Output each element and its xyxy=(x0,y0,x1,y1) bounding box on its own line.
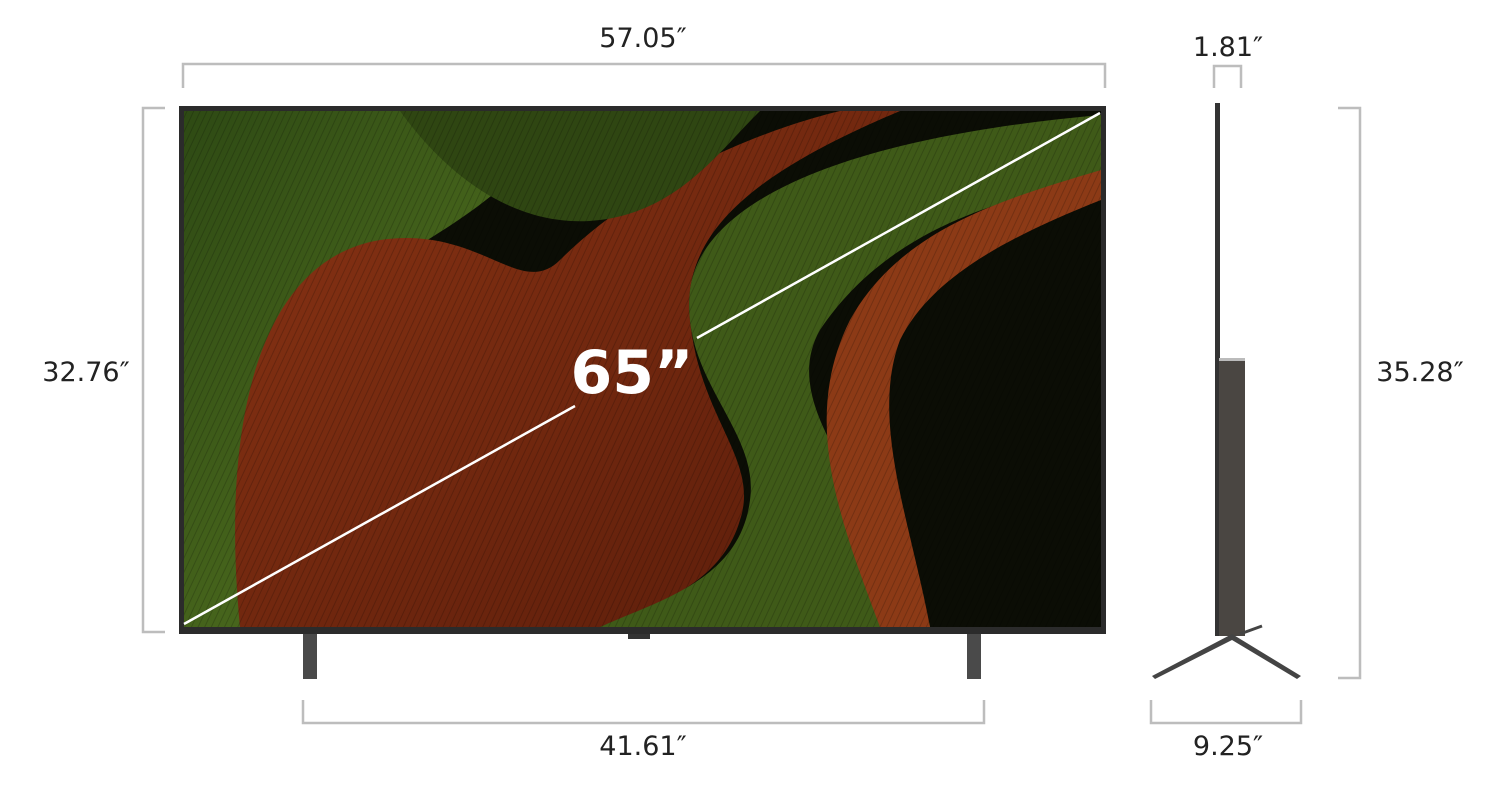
stand-width-bracket xyxy=(301,700,986,725)
height-label: 32.76″ xyxy=(42,357,129,388)
stand-leg-right xyxy=(967,634,981,679)
diagonal-line xyxy=(183,111,1101,626)
stand-depth-bracket xyxy=(1149,700,1303,725)
depth-bracket xyxy=(1212,64,1243,88)
height-with-stand-label: 35.28″ xyxy=(1376,357,1463,388)
stand-width-label: 41.61″ xyxy=(599,731,686,762)
width-label: 57.05″ xyxy=(599,23,686,54)
width-bracket xyxy=(181,62,1107,88)
ir-sensor xyxy=(628,634,650,639)
stand-leg-left xyxy=(303,634,317,679)
diagonal-size-label: 65” xyxy=(571,338,694,408)
depth-label: 1.81″ xyxy=(1193,32,1263,63)
height-with-stand-bracket xyxy=(1338,106,1362,680)
height-bracket xyxy=(141,106,165,634)
stand-depth-label: 9.25″ xyxy=(1193,731,1263,762)
tv-side-view xyxy=(1152,103,1301,679)
